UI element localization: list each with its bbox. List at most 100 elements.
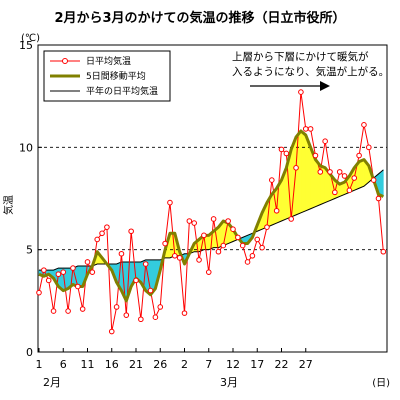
daily-mean-point — [65, 308, 71, 314]
daily-mean-point — [239, 242, 246, 249]
daily-mean-point — [356, 152, 362, 159]
daily-mean-line — [38, 92, 384, 332]
daily-mean-point — [94, 236, 100, 243]
daily-mean-point — [298, 89, 304, 95]
daily-mean-point — [138, 316, 144, 323]
x-tick-label: 6 — [60, 358, 67, 371]
daily-mean-point — [332, 189, 338, 196]
daily-mean-point — [186, 218, 193, 224]
daily-mean-point — [327, 169, 333, 175]
warm-anomaly-fill — [295, 130, 302, 216]
x-tick-label: 27 — [299, 358, 313, 371]
daily-mean-point — [70, 265, 76, 271]
daily-mean-point — [312, 152, 319, 159]
legend-label-normal: 平年の日平均気温 — [86, 85, 158, 97]
daily-mean-point — [225, 218, 231, 224]
daily-mean-point — [346, 187, 353, 194]
x-tick-label: 26 — [153, 358, 167, 371]
daily-mean-point — [230, 226, 236, 232]
daily-mean-point — [75, 283, 81, 290]
y-tick-label: 15 — [19, 39, 33, 52]
daily-mean-point — [370, 177, 377, 183]
daily-mean-point — [45, 277, 52, 284]
daily-mean-point — [133, 277, 139, 284]
daily-mean-point — [176, 255, 183, 261]
daily-mean-point — [235, 234, 241, 241]
month-label-feb: 2月 — [43, 376, 61, 389]
daily-mean-point — [89, 269, 96, 275]
x-tick-label: 17 — [250, 358, 264, 371]
daily-mean-point — [205, 269, 212, 275]
daily-mean-point — [264, 224, 270, 230]
daily-mean-point — [191, 220, 197, 226]
x-tick-label: 12 — [226, 358, 240, 371]
chart-title: 2月から3月のかけての気温の推移（日立市役所） — [54, 10, 345, 26]
annotation-line-2: 入るようになり、気温が上がる。 — [232, 65, 389, 78]
daily-mean-point — [293, 165, 299, 171]
x-tick-layer: 1 6 11 16 21 26 2 7 12 17 22 27 — [36, 348, 313, 371]
x-tick-label: 11 — [81, 358, 95, 371]
legend-label-moving-avg: 5日間移動平均 — [86, 70, 146, 82]
daily-mean-point — [210, 216, 217, 222]
daily-mean-point — [288, 216, 295, 222]
cold-anomaly-fill — [77, 265, 83, 287]
daily-mean-point — [123, 312, 130, 318]
daily-mean-point — [84, 259, 91, 265]
x-unit-label: (日) — [372, 378, 390, 389]
y-tick-label: 0 — [26, 346, 33, 359]
annotation-line-1: 上層から下層にかけて暖気が — [232, 50, 369, 63]
daily-mean-point — [152, 314, 159, 321]
daily-mean-point — [336, 169, 343, 175]
daily-mean-point — [380, 248, 387, 255]
daily-mean-point — [215, 248, 222, 255]
daily-mean-point — [172, 253, 178, 259]
daily-mean-point — [181, 310, 188, 316]
daily-mean-point — [254, 236, 261, 243]
daily-mean-point — [157, 304, 164, 310]
moving-average-line — [38, 129, 384, 303]
y-axis-title: 気温 — [2, 195, 15, 215]
x-tick-label: 16 — [105, 358, 119, 371]
gridlines — [38, 146, 387, 251]
marker-layer — [36, 89, 387, 335]
daily-mean-point — [113, 304, 120, 310]
y-tick-label: 5 — [26, 244, 33, 257]
daily-mean-point — [307, 126, 314, 132]
daily-mean-point — [269, 177, 275, 183]
x-tick-label: 2 — [181, 358, 188, 371]
daily-mean-point — [201, 232, 207, 239]
daily-mean-point — [283, 150, 290, 157]
x-tick-label: 22 — [275, 358, 289, 371]
daily-mean-point — [366, 144, 372, 151]
legend-marker-daily — [62, 58, 68, 64]
daily-mean-point — [118, 250, 125, 257]
month-label-mar: 3月 — [220, 376, 238, 389]
legend-label-daily: 日平均気温 — [86, 55, 131, 67]
series-layer — [38, 92, 384, 332]
daily-mean-point — [142, 261, 149, 267]
legend: 日平均気温 5日間移動平均 平年の日平均気温 — [43, 50, 171, 102]
x-tick-label: 21 — [129, 358, 143, 371]
y-tick-label: 10 — [19, 141, 33, 154]
daily-mean-point — [244, 259, 251, 265]
daily-mean-point — [99, 230, 105, 237]
daily-mean-point — [273, 207, 280, 214]
daily-mean-point — [341, 173, 348, 179]
daily-mean-point — [147, 287, 154, 294]
daily-mean-point — [322, 138, 328, 144]
daily-mean-point — [104, 224, 110, 230]
daily-mean-point — [278, 146, 285, 153]
warm-anomaly-fill — [358, 159, 365, 189]
daily-mean-point — [60, 269, 67, 275]
annotation-arrow-head — [320, 81, 330, 91]
daily-mean-point — [259, 244, 265, 251]
daily-mean-point — [249, 253, 256, 259]
y-unit-label: (℃) — [21, 33, 40, 44]
daily-mean-point — [128, 228, 134, 235]
daily-mean-point — [55, 271, 62, 278]
y-tick-layer: 0 5 10 15 — [19, 39, 42, 359]
daily-mean-point — [108, 328, 115, 335]
daily-mean-point — [162, 240, 168, 247]
